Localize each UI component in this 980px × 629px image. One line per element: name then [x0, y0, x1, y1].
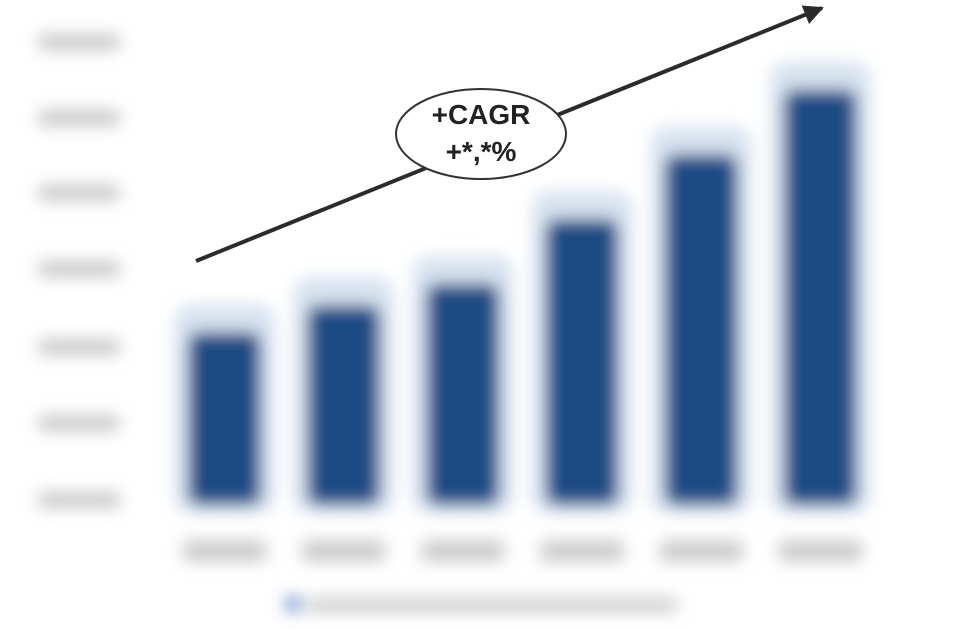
y-tick-label	[38, 110, 120, 126]
x-tick-label	[659, 540, 744, 562]
blurred-chart-layer	[38, 34, 871, 613]
bar-body	[307, 305, 380, 505]
cagr-callout: +CAGR +*,*%	[395, 88, 567, 180]
x-axis-tick-labels	[182, 540, 863, 562]
y-tick-label	[38, 339, 120, 355]
bar-body	[426, 284, 499, 505]
y-tick-label	[38, 415, 120, 431]
y-tick-label	[38, 185, 120, 201]
y-tick-label	[38, 34, 120, 50]
bar	[293, 277, 394, 513]
y-axis-tick-labels	[38, 34, 120, 508]
legend	[286, 597, 678, 613]
legend-label	[306, 597, 678, 613]
x-tick-label	[182, 540, 267, 562]
bar	[532, 191, 633, 513]
y-tick-label	[38, 492, 120, 508]
bar	[174, 304, 275, 513]
bar-body	[546, 219, 619, 505]
y-tick-label	[38, 261, 120, 277]
x-tick-label	[540, 540, 625, 562]
cagr-ellipse	[395, 88, 567, 180]
x-tick-label	[301, 540, 386, 562]
cagr-value: +*,*%	[446, 136, 517, 167]
bar	[412, 256, 513, 513]
bar-body	[784, 90, 857, 506]
bar-body	[188, 332, 261, 505]
bar	[770, 62, 871, 514]
bar	[651, 126, 752, 513]
legend-swatch	[286, 597, 300, 611]
cagr-label: +CAGR	[432, 99, 531, 130]
x-tick-label	[778, 540, 863, 562]
bars	[174, 62, 871, 514]
bar-body	[665, 154, 738, 505]
x-tick-label	[420, 540, 505, 562]
